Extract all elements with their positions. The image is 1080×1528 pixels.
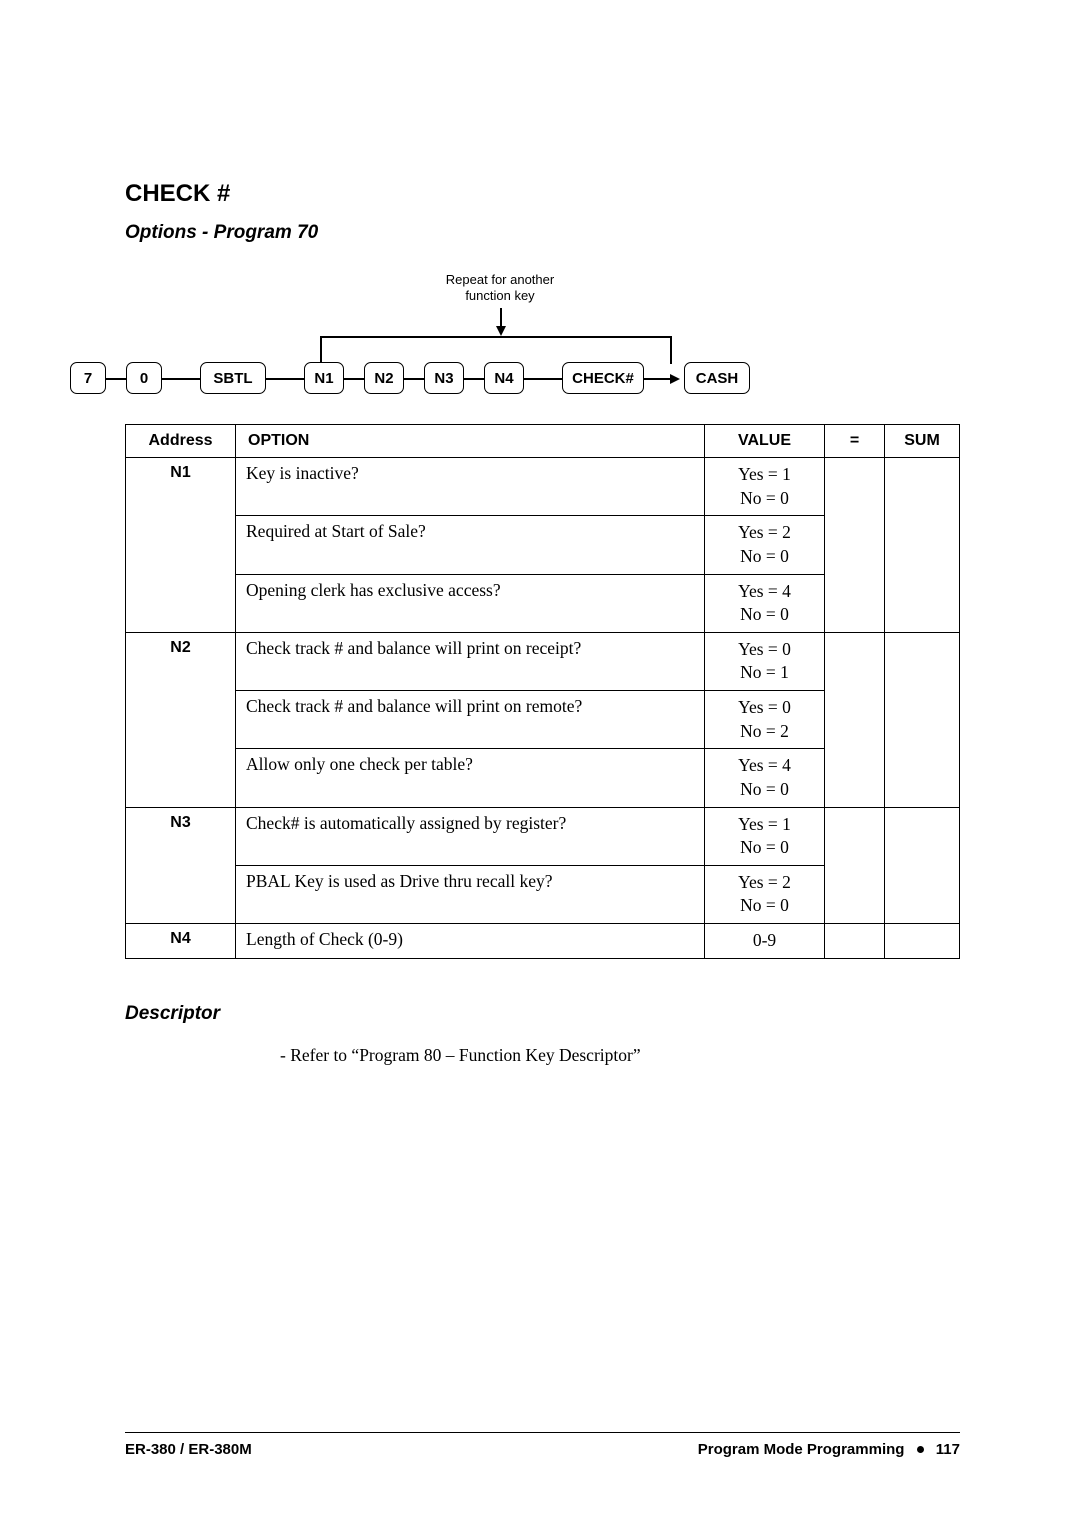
cell-option: Check track # and balance will print on … <box>236 691 705 749</box>
descriptor-heading: Descriptor <box>125 1003 960 1025</box>
diagram-line <box>670 336 672 364</box>
col-equals: = <box>825 425 885 458</box>
cell-sum <box>885 458 960 633</box>
cell-address: N4 <box>126 924 236 959</box>
cell-value: Yes = 4No = 0 <box>705 574 825 632</box>
cell-value: Yes = 1No = 0 <box>705 807 825 865</box>
cell-address: N2 <box>126 632 236 807</box>
cell-value: Yes = 1No = 0 <box>705 458 825 516</box>
cell-option: Allow only one check per table? <box>236 749 705 807</box>
diagram-line <box>162 378 200 380</box>
cell-option: Length of Check (0-9) <box>236 924 705 959</box>
key-sbtl: SBTL <box>200 362 266 394</box>
section-heading: CHECK # <box>125 180 960 208</box>
cell-equals <box>825 807 885 924</box>
descriptor-text: - Refer to “Program 80 – Function Key De… <box>280 1045 960 1066</box>
footer-section-label: Program Mode Programming <box>698 1441 905 1458</box>
key-sequence-diagram: Repeat for another function key 7 0 SBTL… <box>70 272 960 400</box>
footer-page-number: 117 <box>936 1441 960 1458</box>
cell-sum <box>885 807 960 924</box>
subsection-heading: Options - Program 70 <box>125 222 960 244</box>
repeat-label-line1: Repeat for another <box>446 272 554 287</box>
diagram-line <box>266 378 304 380</box>
cell-value: Yes = 0No = 2 <box>705 691 825 749</box>
key-7: 7 <box>70 362 106 394</box>
cell-option: Required at Start of Sale? <box>236 516 705 574</box>
cell-value: Yes = 2No = 0 <box>705 516 825 574</box>
key-n4: N4 <box>484 362 524 394</box>
key-n3: N3 <box>424 362 464 394</box>
cell-value: Yes = 4No = 0 <box>705 749 825 807</box>
col-value: VALUE <box>705 425 825 458</box>
diagram-line <box>320 336 672 338</box>
options-table: Address OPTION VALUE = SUM N1Key is inac… <box>125 424 960 959</box>
cell-value: Yes = 2No = 0 <box>705 865 825 923</box>
page-footer: ER-380 / ER-380M Program Mode Programmin… <box>125 1432 960 1458</box>
repeat-label: Repeat for another function key <box>410 272 590 303</box>
arrow-down-icon <box>496 326 506 336</box>
diagram-line <box>106 378 126 380</box>
table-row: N4Length of Check (0-9)0-9 <box>126 924 960 959</box>
key-n1: N1 <box>304 362 344 394</box>
diagram-line <box>344 378 364 380</box>
cell-equals <box>825 924 885 959</box>
cell-option: Opening clerk has exclusive access? <box>236 574 705 632</box>
key-n2: N2 <box>364 362 404 394</box>
key-0: 0 <box>126 362 162 394</box>
diagram-line <box>404 378 424 380</box>
cell-sum <box>885 632 960 807</box>
cell-option: Check track # and balance will print on … <box>236 632 705 690</box>
table-row: N2Check track # and balance will print o… <box>126 632 960 690</box>
cell-option: Key is inactive? <box>236 458 705 516</box>
footer-model: ER-380 / ER-380M <box>125 1441 252 1458</box>
cell-address: N3 <box>126 807 236 924</box>
col-option: OPTION <box>236 425 705 458</box>
cell-value: 0-9 <box>705 924 825 959</box>
col-sum: SUM <box>885 425 960 458</box>
diagram-line <box>464 378 484 380</box>
cell-equals <box>825 458 885 633</box>
cell-address: N1 <box>126 458 236 633</box>
key-cash: CASH <box>684 362 750 394</box>
bullet-icon <box>917 1446 924 1453</box>
key-checknum: CHECK# <box>562 362 644 394</box>
cell-option: PBAL Key is used as Drive thru recall ke… <box>236 865 705 923</box>
table-row: N1Key is inactive?Yes = 1No = 0 <box>126 458 960 516</box>
arrow-right-icon <box>670 374 680 384</box>
cell-value: Yes = 0No = 1 <box>705 632 825 690</box>
diagram-line <box>524 378 562 380</box>
col-address: Address <box>126 425 236 458</box>
cell-sum <box>885 924 960 959</box>
repeat-label-line2: function key <box>465 288 534 303</box>
cell-equals <box>825 632 885 807</box>
table-row: N3Check# is automatically assigned by re… <box>126 807 960 865</box>
diagram-line <box>320 336 322 364</box>
footer-section: Program Mode Programming 117 <box>698 1441 960 1458</box>
cell-option: Check# is automatically assigned by regi… <box>236 807 705 865</box>
table-header-row: Address OPTION VALUE = SUM <box>126 425 960 458</box>
